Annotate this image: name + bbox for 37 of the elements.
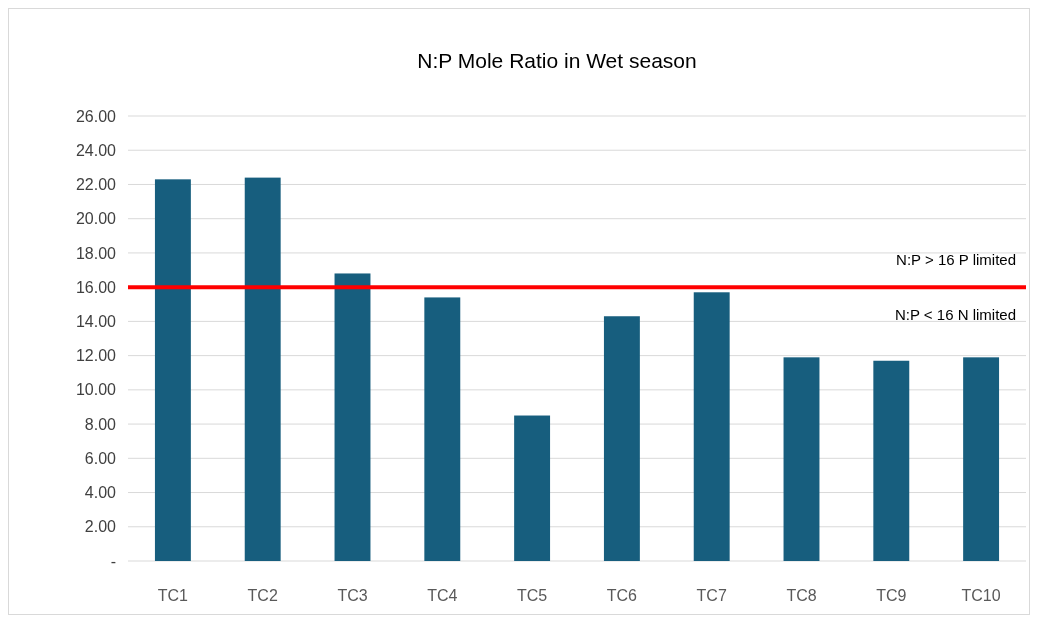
x-tick-label: TC5 [516, 587, 548, 604]
x-tick-label: TC3 [337, 587, 368, 604]
y-tick-label: 2.00 [84, 518, 117, 536]
annotation: N:P > 16 P limited [896, 251, 1016, 269]
x-tick-label: TC10 [961, 587, 1001, 604]
x-tick-label: TC9 [876, 587, 907, 604]
bar [334, 273, 371, 561]
bar [514, 415, 551, 561]
bar [963, 357, 1000, 561]
y-tick-label: 16.00 [75, 278, 117, 296]
bar [244, 177, 281, 561]
x-tick-label: TC7 [696, 587, 727, 604]
y-tick-label: 18.00 [75, 244, 117, 262]
y-tick-label: 26.00 [75, 107, 117, 125]
y-tick-label: 24.00 [75, 141, 117, 159]
bar [154, 179, 191, 561]
y-tick-label: 22.00 [75, 176, 117, 194]
x-tick-label: TC8 [786, 587, 817, 604]
x-tick-label: TC2 [247, 587, 278, 604]
chart-title: N:P Mole Ratio in Wet season [417, 49, 697, 72]
bar [873, 360, 910, 561]
bar [783, 357, 820, 561]
x-tick-label: TC4 [427, 587, 458, 604]
y-tick-label: 6.00 [84, 449, 117, 467]
y-tick-label: 14.00 [75, 312, 117, 330]
x-tick-label: TC6 [606, 587, 638, 604]
y-tick-label: 8.00 [84, 415, 117, 433]
y-tick-label: 12.00 [75, 347, 117, 365]
y-tick-label: - [110, 552, 116, 570]
y-tick-label: 20.00 [75, 210, 117, 228]
x-tick-label: TC1 [157, 587, 189, 604]
annotation: N:P < 16 N limited [894, 306, 1016, 324]
bar [424, 297, 461, 561]
y-tick-label: 10.00 [75, 381, 117, 399]
bar [693, 292, 730, 561]
bar [603, 316, 640, 561]
y-tick-label: 4.00 [84, 484, 117, 502]
